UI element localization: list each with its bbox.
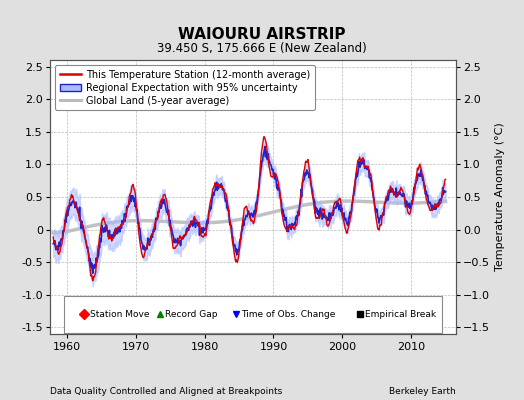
- Text: Record Gap: Record Gap: [166, 310, 218, 319]
- Legend: This Temperature Station (12-month average), Regional Expectation with 95% uncer: This Temperature Station (12-month avera…: [54, 65, 315, 110]
- Text: Station Move: Station Move: [90, 310, 149, 319]
- Text: Berkeley Earth: Berkeley Earth: [389, 387, 456, 396]
- Text: Data Quality Controlled and Aligned at Breakpoints: Data Quality Controlled and Aligned at B…: [50, 387, 282, 396]
- Bar: [63, 296, 442, 333]
- Text: WAIOURU AIRSTRIP: WAIOURU AIRSTRIP: [178, 27, 346, 42]
- Text: Time of Obs. Change: Time of Obs. Change: [241, 310, 335, 319]
- Y-axis label: Temperature Anomaly (°C): Temperature Anomaly (°C): [495, 123, 505, 271]
- Text: 39.450 S, 175.666 E (New Zealand): 39.450 S, 175.666 E (New Zealand): [157, 42, 367, 55]
- Text: Empirical Break: Empirical Break: [365, 310, 436, 319]
